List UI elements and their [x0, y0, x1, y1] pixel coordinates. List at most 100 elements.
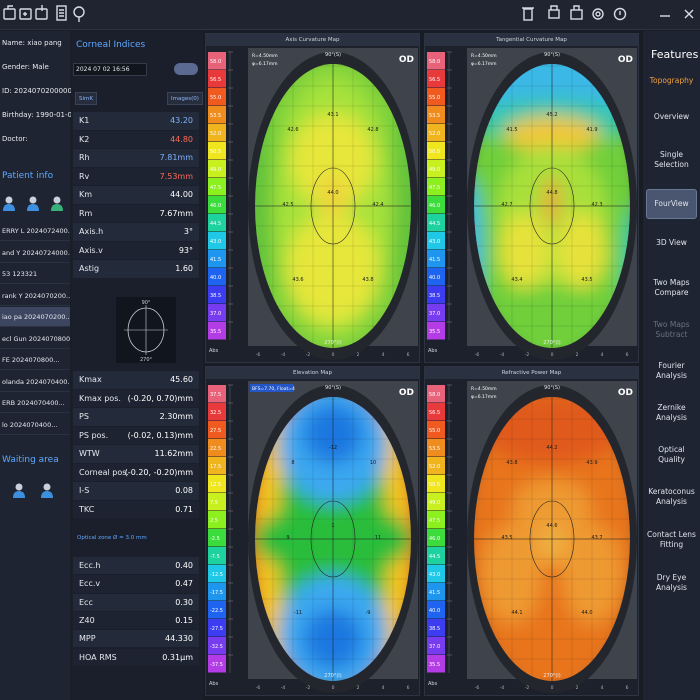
index-row: HOA RMS 0.31μm [73, 648, 199, 666]
patient-row[interactable]: olanda 2024070400... [0, 372, 70, 392]
index-value: 1.60 [175, 264, 193, 273]
index-label: Kmax [79, 375, 102, 384]
patient-row[interactable]: 53 123321 [0, 264, 70, 284]
scale-swatch [427, 475, 445, 493]
scale-swatch [427, 52, 445, 70]
scale-label: -17.5 [210, 590, 223, 596]
patient-row[interactable]: ecl Gun 2024070800... [0, 329, 70, 349]
open-icon[interactable] [3, 5, 16, 20]
person-icon[interactable] [12, 483, 26, 499]
map-value: -9 [366, 610, 371, 616]
index-label: K1 [79, 116, 90, 125]
map-info: R=4.50mm [471, 386, 497, 392]
scale-label: 37.0 [429, 311, 440, 317]
close-icon[interactable] [684, 9, 694, 19]
feature-item[interactable]: Single Selection [654, 150, 689, 169]
patient-gender: Gender: Male [2, 63, 49, 71]
map-view: 58.0 56.5 55.0 53.5 52.0 50.5 49.0 47.5 46.0 44.5… [208, 48, 418, 360]
person-head [15, 483, 23, 491]
feature-item[interactable]: Topography [649, 76, 694, 85]
new-icon[interactable] [19, 8, 32, 20]
feature-item[interactable]: Contact Lens Fitting [647, 530, 696, 549]
index-label: K2 [79, 134, 90, 144]
feature-item[interactable]: Zernike Analysis [656, 403, 687, 422]
map-panel: Tangential Curvature Map 58.0 56.5 55.0 53.5… [424, 33, 639, 363]
feature-item[interactable]: 3D View [656, 238, 687, 247]
index-row: Astig 1.60 [73, 260, 199, 278]
date-dropdown[interactable]: 2024 07 02 16:56 [73, 63, 147, 76]
feature-item[interactable]: Keratoconus Analysis [648, 487, 695, 506]
scale-swatch [427, 439, 445, 457]
report-icon[interactable] [56, 5, 67, 21]
patient-id: ID: 20240702000002 [2, 87, 77, 95]
scale-label: 40.0 [210, 275, 221, 281]
patient-row[interactable]: rank Y 2024070200... [0, 286, 70, 306]
index-button[interactable]: Images(0) [167, 92, 203, 105]
export-icon[interactable] [570, 5, 583, 20]
feature-item[interactable]: Optical Quality [658, 445, 685, 464]
map-value: 11 [375, 535, 381, 541]
index-button[interactable]: SimK [75, 92, 97, 105]
upload-icon[interactable] [73, 6, 85, 22]
feature-item[interactable]: Dry Eye Analysis [656, 573, 687, 592]
person-icon[interactable] [26, 196, 40, 212]
map-value: 43.4 [511, 277, 522, 283]
color-region [557, 213, 607, 289]
scale-label: -2.5 [210, 536, 220, 542]
index-label: HOA RMS [79, 652, 117, 662]
patient-row[interactable]: ERRY L 2024072400... [0, 221, 70, 241]
index-value: 93° [178, 245, 193, 255]
map-axis-label: -2 [525, 685, 530, 691]
index-row: Ecc.h 0.40 [73, 557, 199, 575]
scale-label: 37.5 [210, 392, 221, 398]
person-icon[interactable] [2, 196, 16, 212]
patient-row[interactable]: iao pa 2024070200... [0, 307, 70, 327]
scale-swatch [427, 286, 445, 304]
print-icon[interactable] [548, 5, 560, 19]
index-value: 0.47 [175, 579, 193, 589]
feature-item[interactable]: FourView [646, 189, 697, 219]
feature-item[interactable]: Two Maps Subtract [653, 320, 690, 339]
index-value: 2.30mm [159, 412, 193, 421]
map-top-label: 90°(S) [544, 385, 560, 391]
index-row: Axis.h 3° [73, 223, 199, 241]
index-label: PS pos. [79, 430, 109, 440]
toggle[interactable] [174, 63, 198, 75]
map-info: φ=6.17mm [471, 61, 497, 67]
patient-row[interactable]: lo 2024070400... [0, 415, 70, 435]
index-row: Rh 7.81mm [73, 149, 199, 167]
axis-diagram: 90° 270° [116, 297, 176, 363]
optical-zone: Optical zone Ø = 3.0 mm [77, 535, 147, 541]
feature-item[interactable]: Fourier Analysis [656, 361, 687, 380]
person-icon[interactable] [50, 196, 64, 212]
index-row: Corneal pos. (-0.20, -0.20)mm [73, 463, 199, 481]
index-value: 0.15 [175, 615, 193, 625]
person-icon[interactable] [40, 483, 54, 499]
help-icon[interactable] [613, 7, 627, 21]
settings-icon[interactable] [592, 8, 604, 20]
patient-row[interactable]: ERB 2024070400... [0, 393, 70, 413]
scale-label: 55.0 [429, 95, 440, 101]
index-label: I-S [79, 486, 90, 495]
map-value: 44.6 [546, 523, 557, 529]
map-value: 44.2 [546, 445, 557, 451]
scale-swatch [208, 178, 226, 196]
import-icon[interactable] [35, 5, 48, 20]
patient-row[interactable]: and Y 20240724000... [0, 243, 70, 263]
scale-label: 50.5 [429, 482, 440, 488]
map-axis-label: -4 [500, 685, 505, 691]
eye-label: OD [399, 55, 414, 65]
scale-swatch [427, 214, 445, 232]
scale-label: 41.5 [429, 257, 440, 263]
feature-item[interactable]: Two Maps Compare [653, 278, 690, 297]
feature-item[interactable]: Overview [653, 112, 690, 121]
scale-swatch [208, 214, 226, 232]
person-body [13, 491, 25, 498]
scale-label: 47.5 [429, 185, 440, 191]
scale-swatch [208, 655, 226, 673]
delete-icon[interactable] [522, 7, 534, 21]
patient-row[interactable]: FE 2024070800... [0, 350, 70, 370]
scale-label: 49.0 [210, 167, 221, 173]
scale-swatch [427, 385, 445, 403]
index-value: (-0.20, -0.20)mm [124, 467, 193, 477]
